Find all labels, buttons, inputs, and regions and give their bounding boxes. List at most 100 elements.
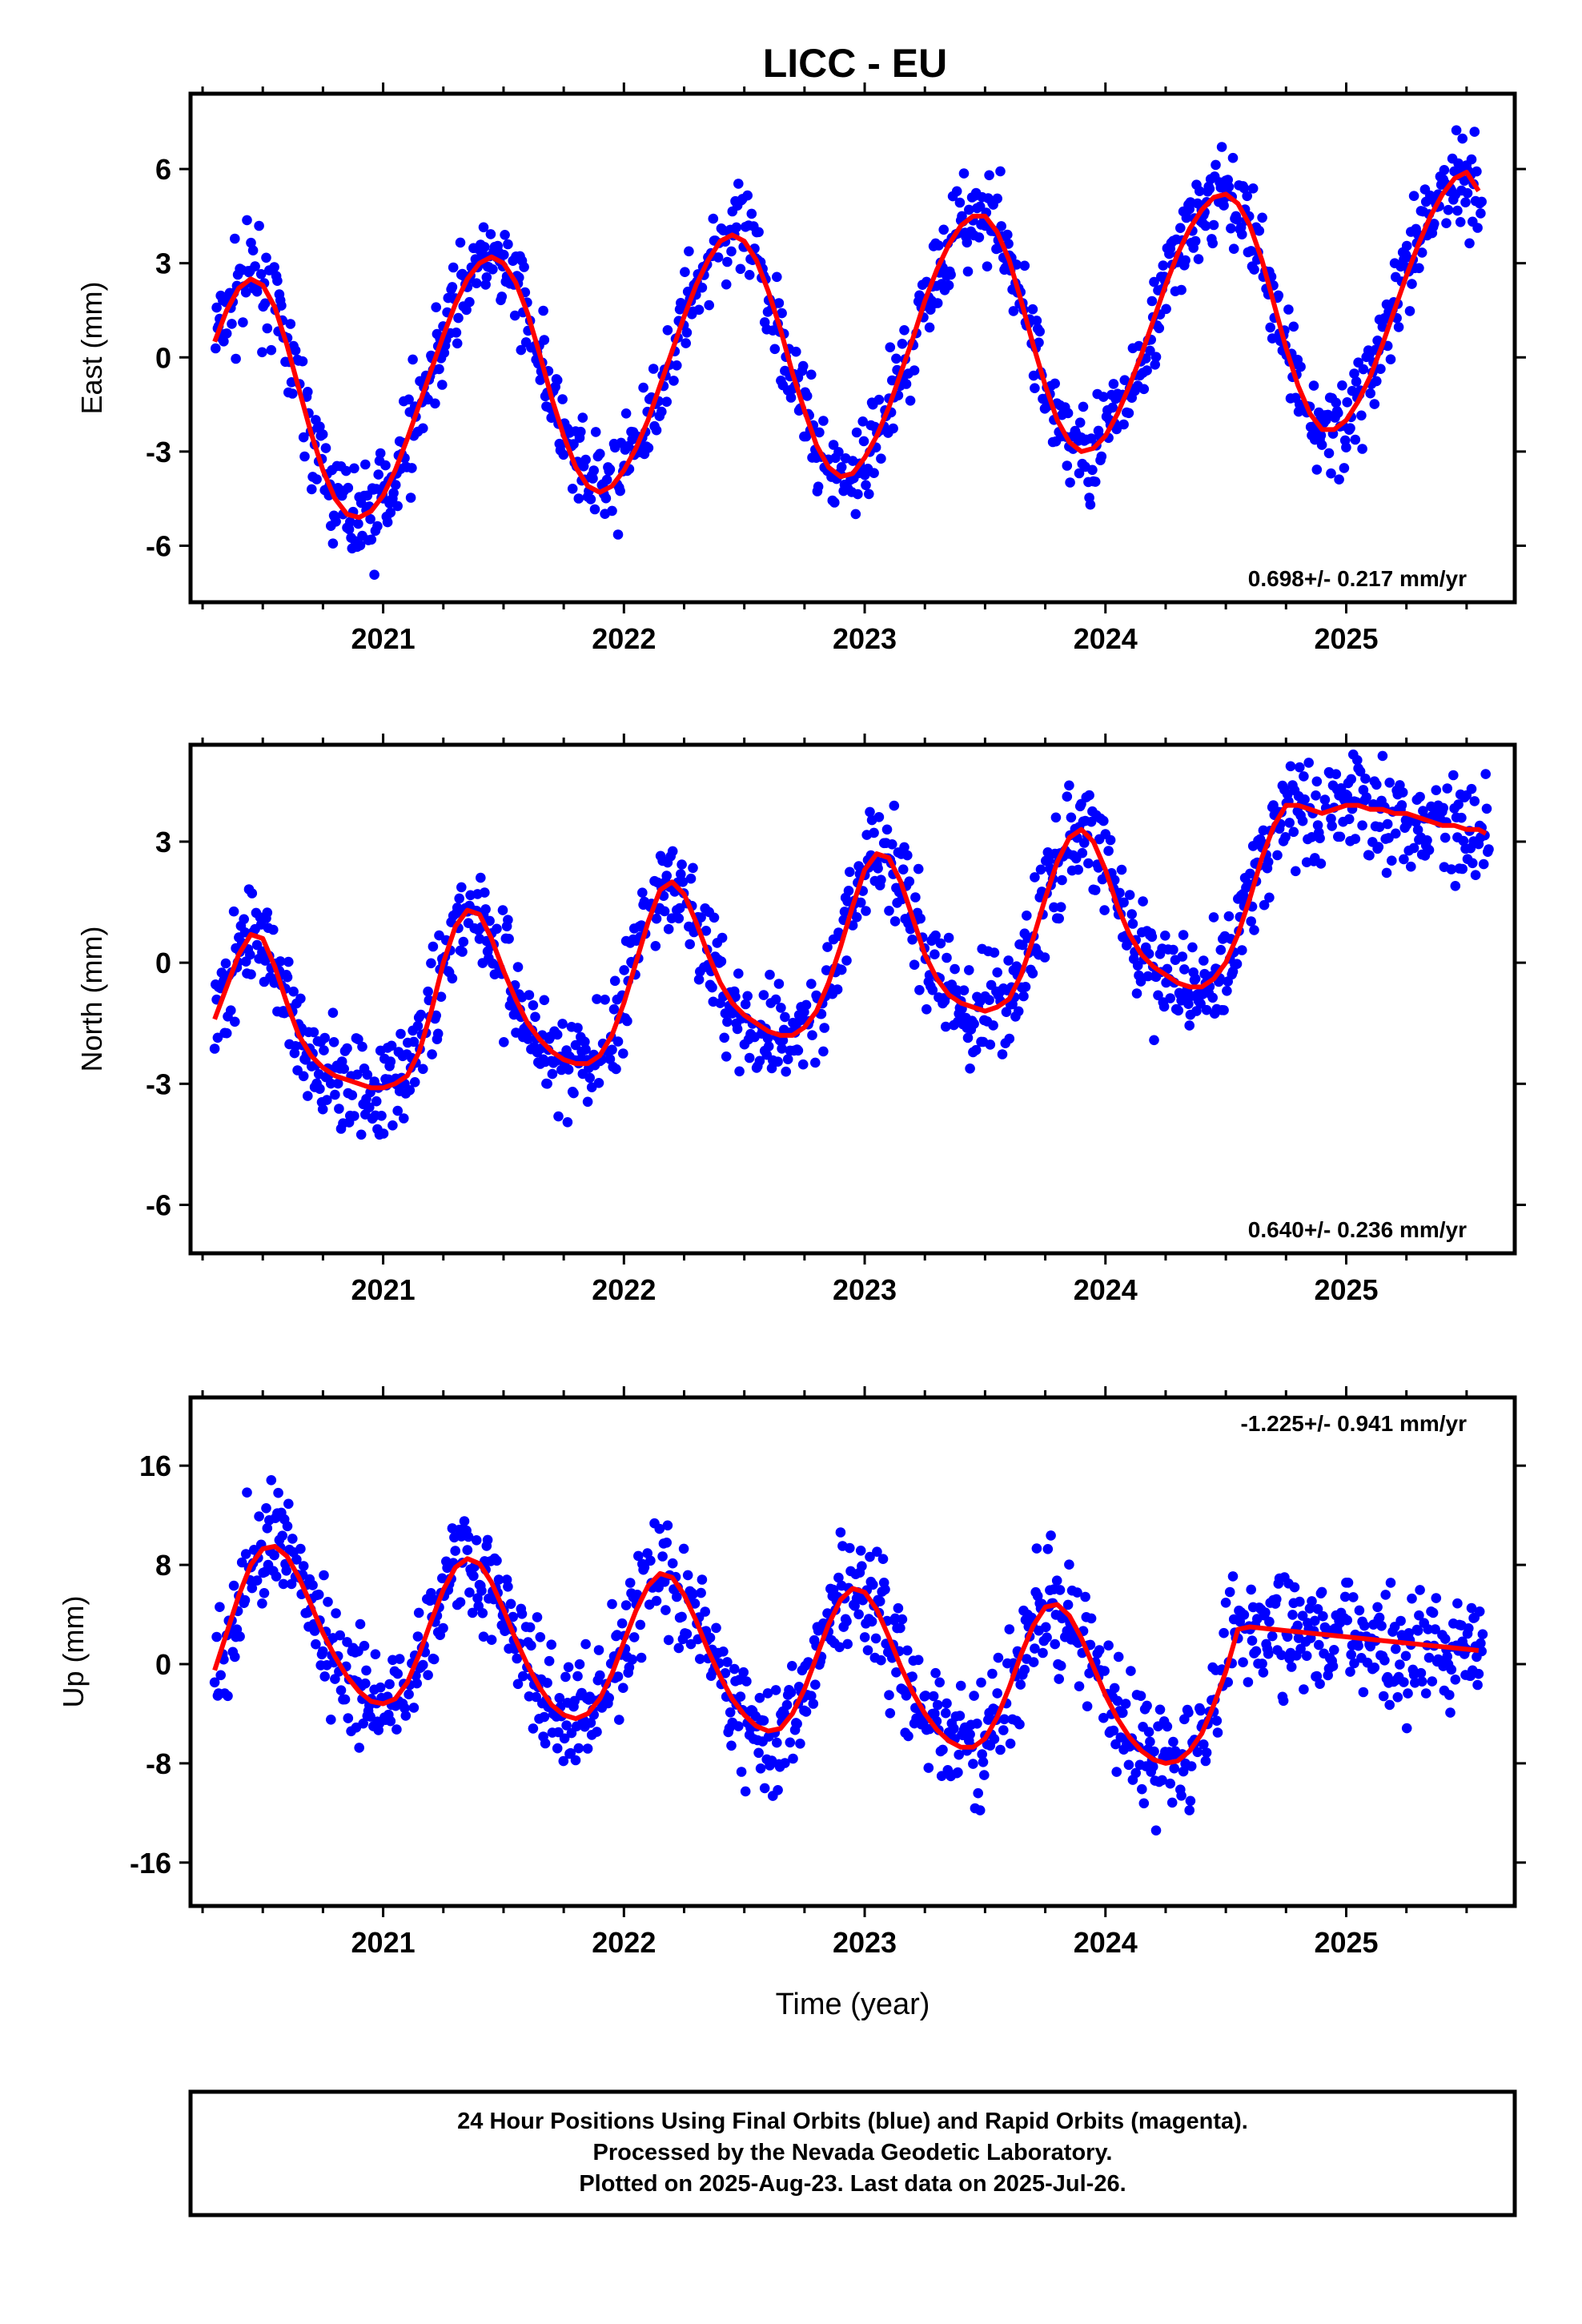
data-point (1391, 828, 1401, 839)
data-point (266, 1475, 277, 1486)
data-point (885, 1708, 896, 1719)
x-tick-label: 2022 (592, 1273, 656, 1306)
data-point (877, 1554, 889, 1564)
data-point (1019, 1664, 1030, 1675)
data-point (259, 1588, 270, 1598)
data-point (614, 1715, 624, 1725)
data-point (672, 360, 682, 371)
data-point (1215, 944, 1227, 955)
data-point (585, 494, 596, 505)
data-point (330, 1674, 340, 1684)
data-point (1090, 476, 1101, 487)
data-point (1149, 1746, 1159, 1757)
data-point (1179, 964, 1190, 975)
data-point (259, 298, 271, 309)
data-point (676, 869, 686, 879)
data-point (1094, 1645, 1105, 1655)
data-point (228, 906, 239, 917)
data-point (281, 1566, 292, 1576)
data-point (450, 1546, 460, 1556)
data-point (412, 1631, 424, 1642)
data-point (781, 1699, 793, 1711)
data-point (492, 923, 502, 935)
data-point (612, 1036, 624, 1047)
data-point (1207, 992, 1218, 1003)
data-point (693, 974, 705, 985)
data-point (512, 1653, 522, 1664)
data-point (930, 930, 941, 941)
data-point (360, 1678, 371, 1689)
data-point (993, 1652, 1004, 1663)
data-point (540, 1738, 551, 1749)
data-point (932, 1699, 943, 1711)
data-point (1342, 397, 1352, 408)
data-point (795, 1739, 805, 1749)
data-point (989, 947, 1000, 958)
data-point (1337, 380, 1347, 391)
data-point (354, 1743, 365, 1753)
data-point (733, 968, 744, 979)
data-point (1423, 1652, 1435, 1663)
data-point (950, 963, 960, 975)
data-point (924, 322, 935, 333)
data-point (247, 245, 259, 256)
data-point (1103, 846, 1114, 856)
data-point (962, 1032, 974, 1043)
data-point (872, 1546, 882, 1557)
data-point (235, 1631, 245, 1642)
data-point (228, 1580, 239, 1591)
data-point (718, 1647, 729, 1657)
x-tick-label: 2021 (351, 1273, 416, 1306)
data-point (612, 529, 624, 540)
data-point (408, 1703, 420, 1713)
data-point (1113, 1651, 1124, 1663)
data-point (1228, 243, 1239, 255)
data-point (1464, 238, 1475, 249)
data-point (880, 1584, 890, 1595)
data-point (413, 1607, 424, 1618)
data-point (1014, 1719, 1025, 1730)
y-axis-label: North (mm) (75, 927, 108, 1072)
data-point (227, 319, 237, 329)
data-point (1227, 152, 1239, 163)
data-point (1098, 815, 1109, 826)
x-tick-label: 2024 (1074, 1273, 1138, 1306)
data-point (242, 1487, 252, 1498)
data-point (1372, 1602, 1383, 1613)
data-point (836, 462, 847, 472)
data-point (738, 1667, 749, 1678)
data-point (1082, 1701, 1093, 1711)
data-point (1216, 142, 1227, 152)
data-point (1267, 1630, 1278, 1642)
data-point (512, 962, 524, 972)
data-point (313, 1589, 324, 1600)
data-point (558, 1755, 569, 1767)
data-point (332, 1078, 343, 1089)
data-point (666, 913, 677, 923)
data-point (1448, 770, 1459, 781)
data-point (412, 1020, 424, 1031)
y-axis-label: East (mm) (75, 282, 108, 415)
data-point (1351, 376, 1362, 387)
data-point (562, 1117, 573, 1128)
data-point (327, 538, 339, 549)
data-point (662, 1520, 673, 1531)
data-point (504, 934, 514, 944)
data-point (592, 1727, 602, 1737)
data-point (951, 186, 962, 197)
y-tick-label: 3 (155, 826, 171, 858)
chart-title: LICC - EU (763, 41, 948, 86)
data-point (343, 524, 355, 535)
y-tick-label: 6 (155, 153, 171, 186)
data-point (454, 893, 464, 904)
data-point (1054, 1585, 1066, 1595)
x-tick-label: 2025 (1314, 1273, 1378, 1306)
data-point (803, 1657, 813, 1667)
data-point (855, 897, 866, 908)
data-point (1329, 1645, 1339, 1655)
data-point (499, 249, 509, 260)
data-point (742, 190, 753, 201)
data-point (769, 344, 781, 355)
data-point (221, 1027, 232, 1039)
data-point (523, 1034, 533, 1044)
